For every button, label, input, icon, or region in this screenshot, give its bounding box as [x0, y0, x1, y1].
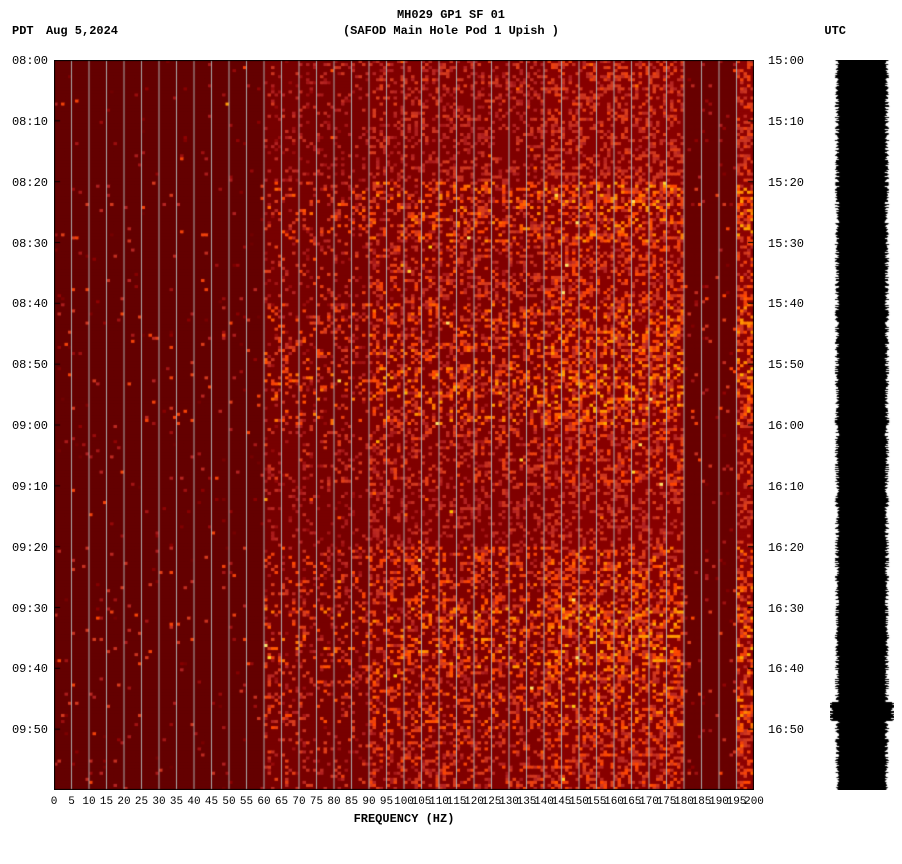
x-tick: 10 — [82, 796, 95, 808]
x-tick: 0 — [51, 796, 58, 808]
y-tick-right: 16:00 — [768, 419, 804, 433]
y-axis-left: 08:0008:1008:2008:3008:4008:5009:0009:10… — [6, 60, 50, 790]
y-tick-right: 15:20 — [768, 176, 804, 190]
spectrogram-plot — [54, 60, 754, 790]
y-tick-right: 15:10 — [768, 115, 804, 129]
y-tick-left: 09:10 — [12, 480, 48, 494]
date-label: Aug 5,2024 — [46, 24, 118, 38]
y-tick-right: 16:50 — [768, 723, 804, 737]
y-tick-left: 08:00 — [12, 54, 48, 68]
x-tick: 85 — [345, 796, 358, 808]
y-tick-right: 16:10 — [768, 480, 804, 494]
y-tick-right: 16:30 — [768, 602, 804, 616]
x-tick: 25 — [135, 796, 148, 808]
y-tick-left: 09:20 — [12, 541, 48, 555]
x-tick: 75 — [310, 796, 323, 808]
x-tick: 45 — [205, 796, 218, 808]
x-tick: 20 — [117, 796, 130, 808]
x-axis-title: FREQUENCY (HZ) — [54, 812, 754, 826]
x-tick: 60 — [257, 796, 270, 808]
y-tick-right: 15:50 — [768, 358, 804, 372]
x-tick: 40 — [187, 796, 200, 808]
y-tick-left: 09:40 — [12, 662, 48, 676]
x-tick: 30 — [152, 796, 165, 808]
x-tick: 35 — [170, 796, 183, 808]
y-tick-left: 09:30 — [12, 602, 48, 616]
x-tick: 80 — [327, 796, 340, 808]
y-tick-right: 15:00 — [768, 54, 804, 68]
waveform-plot — [830, 60, 894, 790]
x-tick: 95 — [380, 796, 393, 808]
waveform-canvas — [830, 60, 894, 790]
chart-subtitle: (SAFOD Main Hole Pod 1 Upish ) — [0, 24, 902, 38]
timezone-right-label: UTC — [824, 24, 846, 38]
y-tick-left: 09:50 — [12, 723, 48, 737]
y-tick-left: 08:20 — [12, 176, 48, 190]
x-tick: 65 — [275, 796, 288, 808]
y-tick-left: 08:10 — [12, 115, 48, 129]
x-tick: 55 — [240, 796, 253, 808]
y-tick-right: 16:40 — [768, 662, 804, 676]
y-tick-left: 09:00 — [12, 419, 48, 433]
x-tick: 50 — [222, 796, 235, 808]
y-tick-left: 08:50 — [12, 358, 48, 372]
chart-title: MH029 GP1 SF 01 — [0, 8, 902, 22]
y-tick-right: 16:20 — [768, 541, 804, 555]
y-tick-right: 15:40 — [768, 297, 804, 311]
x-tick: 90 — [362, 796, 375, 808]
timezone-left-label: PDT — [12, 24, 34, 38]
y-tick-left: 08:40 — [12, 297, 48, 311]
y-tick-left: 08:30 — [12, 237, 48, 251]
x-tick: 200 — [744, 796, 764, 808]
x-tick: 15 — [100, 796, 113, 808]
x-tick: 5 — [68, 796, 75, 808]
y-tick-right: 15:30 — [768, 237, 804, 251]
x-tick: 70 — [292, 796, 305, 808]
y-axis-right: 15:0015:1015:2015:3015:4015:5016:0016:10… — [764, 60, 810, 790]
spectrogram-canvas — [54, 60, 754, 790]
